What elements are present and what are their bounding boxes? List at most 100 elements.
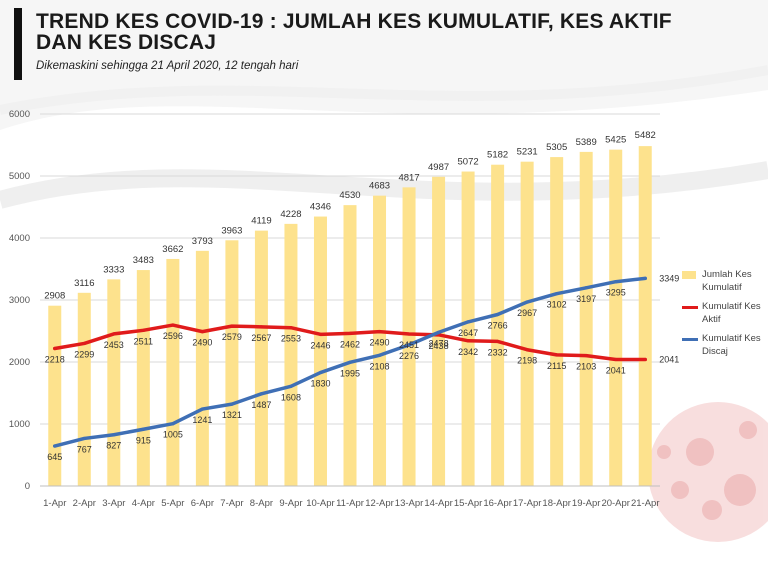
x-tick-label: 1-Apr	[43, 498, 66, 509]
bar-cumulative	[313, 216, 327, 486]
point-active	[555, 353, 559, 357]
bar-cumulative	[48, 305, 62, 486]
bar-cumulative	[579, 151, 593, 486]
line-data-label: 767	[77, 444, 92, 454]
line-data-label: 2108	[370, 361, 390, 371]
bar-cumulative	[373, 195, 387, 487]
point-discharged	[614, 280, 618, 284]
line-data-label: 2490	[370, 338, 390, 348]
bar-data-label: 3333	[103, 264, 124, 275]
point-active	[230, 324, 234, 328]
line-data-label: 2579	[222, 332, 242, 342]
line-data-label: 645	[47, 452, 62, 462]
y-tick-label: 5000	[9, 171, 30, 182]
x-tick-label: 4-Apr	[132, 498, 155, 509]
line-data-label: 3295	[606, 288, 626, 298]
point-discharged	[230, 402, 234, 406]
point-active	[200, 330, 204, 334]
bar-data-label: 3963	[221, 225, 242, 236]
legend-swatch-bar-icon	[682, 271, 696, 279]
x-tick-label: 5-Apr	[161, 498, 184, 509]
point-discharged	[407, 343, 411, 347]
bar-cumulative	[195, 250, 209, 486]
header: TREND KES COVID-19 : JUMLAH KES KUMULATI…	[14, 8, 734, 80]
line-data-label: 3102	[547, 300, 567, 310]
bar-data-label: 5482	[635, 130, 656, 141]
x-tick-label: 17-Apr	[513, 498, 542, 509]
bar-data-label: 3793	[192, 236, 213, 247]
point-active	[112, 332, 116, 336]
point-discharged	[643, 276, 647, 280]
point-discharged	[466, 320, 470, 324]
line-data-label: 2478	[429, 338, 449, 348]
point-active	[584, 354, 588, 358]
line-data-label: 2511	[134, 336, 153, 346]
header-accent-bar	[14, 8, 22, 80]
line-data-label: 2299	[74, 349, 94, 359]
x-tick-label: 20-Apr	[601, 498, 630, 509]
point-discharged	[584, 286, 588, 290]
y-tick-label: 2000	[9, 357, 30, 368]
point-discharged	[141, 427, 145, 431]
point-discharged	[348, 360, 352, 364]
legend-swatch-line-icon	[682, 306, 698, 309]
line-data-label: 2218	[45, 354, 65, 364]
line-data-label: 2041	[659, 354, 679, 364]
y-tick-label: 6000	[9, 109, 30, 120]
y-tick-label: 4000	[9, 233, 30, 244]
bar-data-label: 4228	[280, 209, 301, 220]
y-tick-label: 0	[25, 481, 30, 492]
line-data-labels: 2218 2299 2453 2511 2596 2490 2579 2567 2553 2446…	[45, 273, 680, 462]
point-discharged	[436, 330, 441, 334]
bar-data-label: 4817	[398, 172, 419, 183]
point-active	[289, 326, 293, 330]
line-data-label: 915	[136, 435, 151, 445]
point-discharged	[318, 370, 323, 375]
bar-cumulative	[107, 279, 121, 486]
line-data-label: 1995	[340, 368, 360, 378]
x-tick-label: 7-Apr	[220, 498, 243, 509]
bar-cumulative	[638, 146, 652, 486]
point-active	[466, 339, 470, 343]
bar-cumulative	[550, 157, 564, 486]
line-data-label: 2103	[576, 362, 596, 372]
x-tick-label: 6-Apr	[191, 498, 214, 509]
point-discharged	[53, 444, 57, 448]
x-tick-label: 9-Apr	[279, 498, 302, 509]
legend-label-discharged: Kumulatif Kes Discaj	[702, 333, 761, 357]
legend-label-active: Kumulatif Kes Aktif	[702, 301, 761, 325]
bar-data-label: 4530	[339, 190, 360, 201]
bar-cumulative	[343, 205, 357, 486]
x-tick-label: 19-Apr	[572, 498, 601, 509]
y-axis: 0 1000 2000 3000 4000 5000 6000	[9, 109, 30, 492]
bar-data-label: 4119	[251, 216, 271, 227]
x-tick-label: 11-Apr	[336, 498, 364, 509]
line-data-label: 2446	[310, 340, 330, 350]
line-series	[53, 276, 647, 448]
line-data-label: 2490	[192, 338, 212, 348]
bar-cumulative	[491, 164, 505, 486]
bar-cumulative	[136, 270, 150, 486]
x-tick-label: 16-Apr	[483, 498, 512, 509]
bar-data-label: 5389	[576, 137, 597, 148]
line-data-label: 2967	[517, 308, 537, 318]
line-data-label: 2647	[458, 328, 478, 338]
line-data-label: 2342	[458, 347, 478, 357]
page-subtitle: Dikemaskini sehingga 21 April 2020, 12 t…	[36, 60, 299, 72]
bar-data-label: 5231	[517, 147, 538, 158]
line-data-label: 2451	[399, 340, 419, 350]
bar-data-label: 4346	[310, 202, 331, 213]
bar-cumulative	[609, 149, 623, 486]
point-active	[141, 328, 145, 332]
x-tick-label: 3-Apr	[102, 498, 125, 509]
line-data-label: 1487	[251, 400, 271, 410]
legend-swatch-line-icon	[682, 338, 698, 341]
virus-icon	[648, 402, 768, 542]
x-tick-label: 12-Apr	[365, 498, 394, 509]
bar-data-label: 3116	[74, 278, 94, 289]
line-data-label: 2276	[399, 351, 419, 361]
bar-cumulative	[402, 187, 416, 486]
point-active	[377, 330, 382, 334]
